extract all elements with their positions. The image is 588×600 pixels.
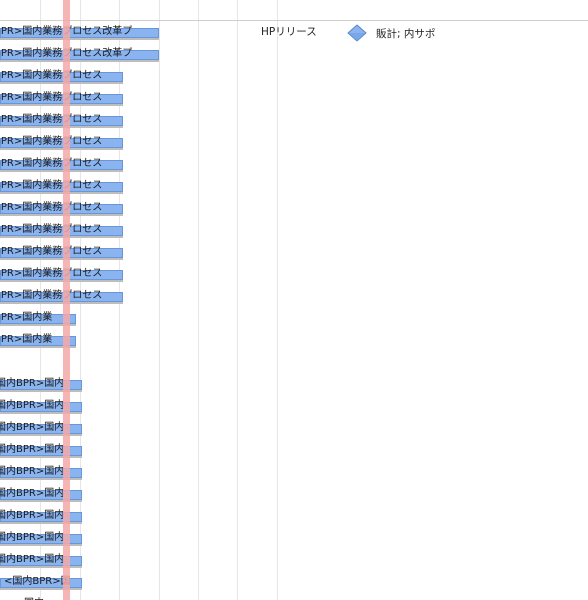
task-row[interactable]: BPR>国内業務プロセス [0,266,588,288]
task-label: —国内 [14,597,44,600]
task-row[interactable]: 国内BPR>国内 [0,376,588,398]
today-marker [63,0,70,600]
task-label: BPR>国内業務プロセス [0,224,103,235]
header-divider [0,20,588,21]
task-row[interactable]: 国内BPR>国内 [0,530,588,552]
task-bar[interactable] [0,94,123,104]
milestone-label: HPリリース [261,26,317,38]
task-row[interactable]: 国内BPR>国内 [0,398,588,420]
task-label: BPR>国内業 [0,312,53,323]
task-row[interactable]: BPR>国内業務プロセス [0,200,588,222]
task-row[interactable]: 国内BPR>国内 [0,442,588,464]
task-bar[interactable] [0,50,159,60]
task-label: BPR>国内業務プロセス [0,114,103,125]
task-row[interactable]: BPR>国内業務プロセス [0,68,588,90]
task-label: BPR>国内業務プロセス [0,290,103,301]
task-label: 国内BPR>国内 [0,466,65,477]
task-label: BPR>国内業務プロセス [0,136,103,147]
task-label: BPR>国内業 [0,334,53,345]
task-label: 国内BPR>国内 [0,488,65,499]
task-row[interactable]: 国内BPR>国内 [0,420,588,442]
grid-line [159,0,160,600]
task-bar[interactable] [0,556,82,566]
task-bar[interactable] [0,578,82,588]
task-bar[interactable] [0,534,82,544]
task-label: 国内BPR>国内 [0,400,65,411]
task-row[interactable]: BPR>国内業 [0,310,588,332]
task-row[interactable]: 国内BPR>国内 [0,486,588,508]
task-bar[interactable] [0,402,82,412]
task-row[interactable]: BPR>国内業 [0,332,588,354]
task-bar[interactable] [0,512,82,522]
task-label: BPR>国内業務プロセス [0,268,103,279]
task-row[interactable]: BPR>国内業務プロセス [0,222,588,244]
task-bar[interactable] [0,226,123,236]
task-label: 国内BPR>国内 [0,554,65,565]
task-row[interactable] [0,354,588,376]
diamond-milestone-icon[interactable] [347,24,367,42]
task-label: BPR>国内業務プロセス [0,92,103,103]
task-label: 国内BPR>国内 [0,510,65,521]
task-bar[interactable] [0,292,123,302]
task-label: 国内BPR>国内 [0,444,65,455]
task-row[interactable]: BPR>国内業務プロセス [0,288,588,310]
task-label: 国内BPR>国内 [0,532,65,543]
milestone-text: 販計; 内サポ [376,28,436,40]
task-label: <国内BPR>国 [4,576,71,587]
task-label: BPR>国内業務プロセス [0,202,103,213]
task-row[interactable]: —国内 [0,596,588,600]
task-bar[interactable] [0,138,123,148]
task-row[interactable]: 国内BPR>国内 [0,508,588,530]
task-row[interactable]: BPR>国内業務プロセス [0,134,588,156]
task-row[interactable]: BPR>国内業務プロセス [0,178,588,200]
task-label: BPR>国内業務プロセス [0,158,103,169]
task-row[interactable]: 国内BPR>国内 [0,552,588,574]
task-bar[interactable] [0,314,76,324]
grid-line [237,0,238,600]
task-row[interactable]: BPR>国内業務プロセス [0,90,588,112]
task-bar[interactable] [0,72,123,82]
task-bar[interactable] [0,468,82,478]
task-row[interactable]: 国内BPR>国内 [0,464,588,486]
task-bar[interactable] [0,380,82,390]
task-row[interactable]: BPR>国内業務プロセス [0,244,588,266]
task-label: BPR>国内業務プロセス [0,180,103,191]
task-label: 国内BPR>国内 [0,378,65,389]
grid-line [277,0,278,600]
task-row[interactable]: BPR>国内業務プロセス [0,112,588,134]
task-bar[interactable] [0,182,123,192]
task-label: 国内BPR>国内 [0,422,65,433]
task-bar[interactable] [0,490,82,500]
task-row[interactable]: BPR>国内業務プロセス [0,156,588,178]
task-bar[interactable] [0,336,76,346]
task-label: BPR>国内業務プロセス [0,70,103,81]
task-bar[interactable] [0,248,123,258]
task-bar[interactable] [0,270,123,280]
task-row[interactable]: BPR>国内業務プロセス改革プ [0,46,588,68]
task-bar[interactable] [0,160,123,170]
task-bar[interactable] [0,204,123,214]
task-bar[interactable] [0,424,82,434]
task-label: BPR>国内業務プロセス [0,246,103,257]
task-bar[interactable] [0,116,123,126]
grid-line [198,0,199,600]
task-bar[interactable] [0,28,159,38]
task-row[interactable]: <国内BPR>国 [0,574,588,596]
task-bar[interactable] [0,446,82,456]
